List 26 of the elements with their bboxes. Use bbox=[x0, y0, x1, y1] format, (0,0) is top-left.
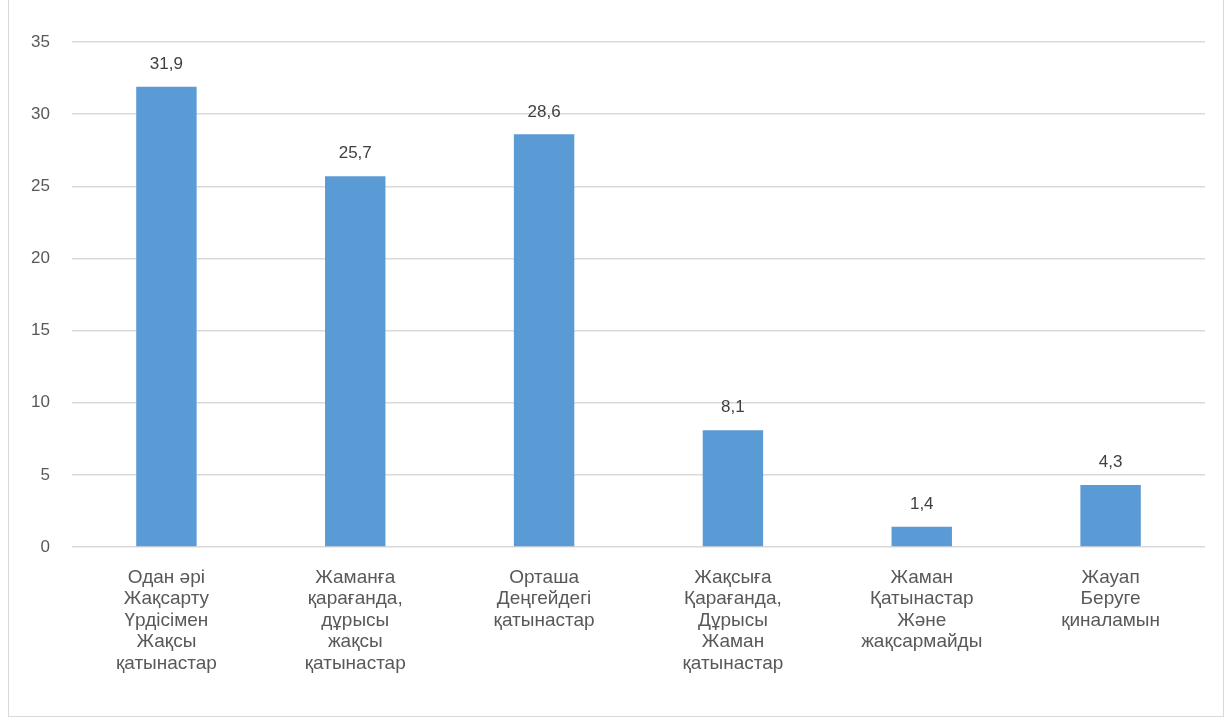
data-label: 25,7 bbox=[338, 143, 372, 163]
y-tick-label: 10 bbox=[31, 392, 50, 412]
data-label: 4,3 bbox=[1098, 452, 1123, 472]
bar bbox=[1080, 484, 1141, 547]
y-tick-label: 35 bbox=[31, 31, 50, 51]
x-tick-label: Жаманға қарағанда, дұрысы жақсы қатынастар bbox=[304, 565, 406, 673]
y-tick-label: 0 bbox=[40, 536, 50, 556]
y-tick-label: 30 bbox=[31, 103, 50, 123]
bar bbox=[891, 526, 952, 547]
data-label: 8,1 bbox=[721, 397, 745, 417]
y-tick-label: 5 bbox=[40, 464, 50, 484]
y-tick-label: 15 bbox=[31, 320, 50, 340]
bar bbox=[702, 430, 764, 547]
y-tick-label: 25 bbox=[31, 175, 50, 195]
y-tick-label: 20 bbox=[31, 248, 50, 268]
bar bbox=[325, 176, 386, 547]
bar bbox=[136, 86, 197, 547]
x-tick-label: Одан әрі Жақсарту Үрдісімен Жақсы қатынастар bbox=[115, 565, 217, 673]
x-tick-label: Орташа Деңгейдегі қатынастар bbox=[493, 565, 595, 630]
x-tick-label: Жақсыға Қарағанда, Дұрысы Жаман қатынастар bbox=[682, 565, 784, 673]
x-tick-label: Жауап Беруге қиналамын bbox=[1061, 565, 1161, 630]
data-label: 28,6 bbox=[527, 101, 561, 121]
data-label: 31,9 bbox=[149, 53, 183, 73]
bar bbox=[513, 134, 575, 547]
x-tick-label: Жаман Қатынастар Және жақсармайды bbox=[861, 565, 983, 652]
data-label: 1,4 bbox=[909, 493, 934, 513]
